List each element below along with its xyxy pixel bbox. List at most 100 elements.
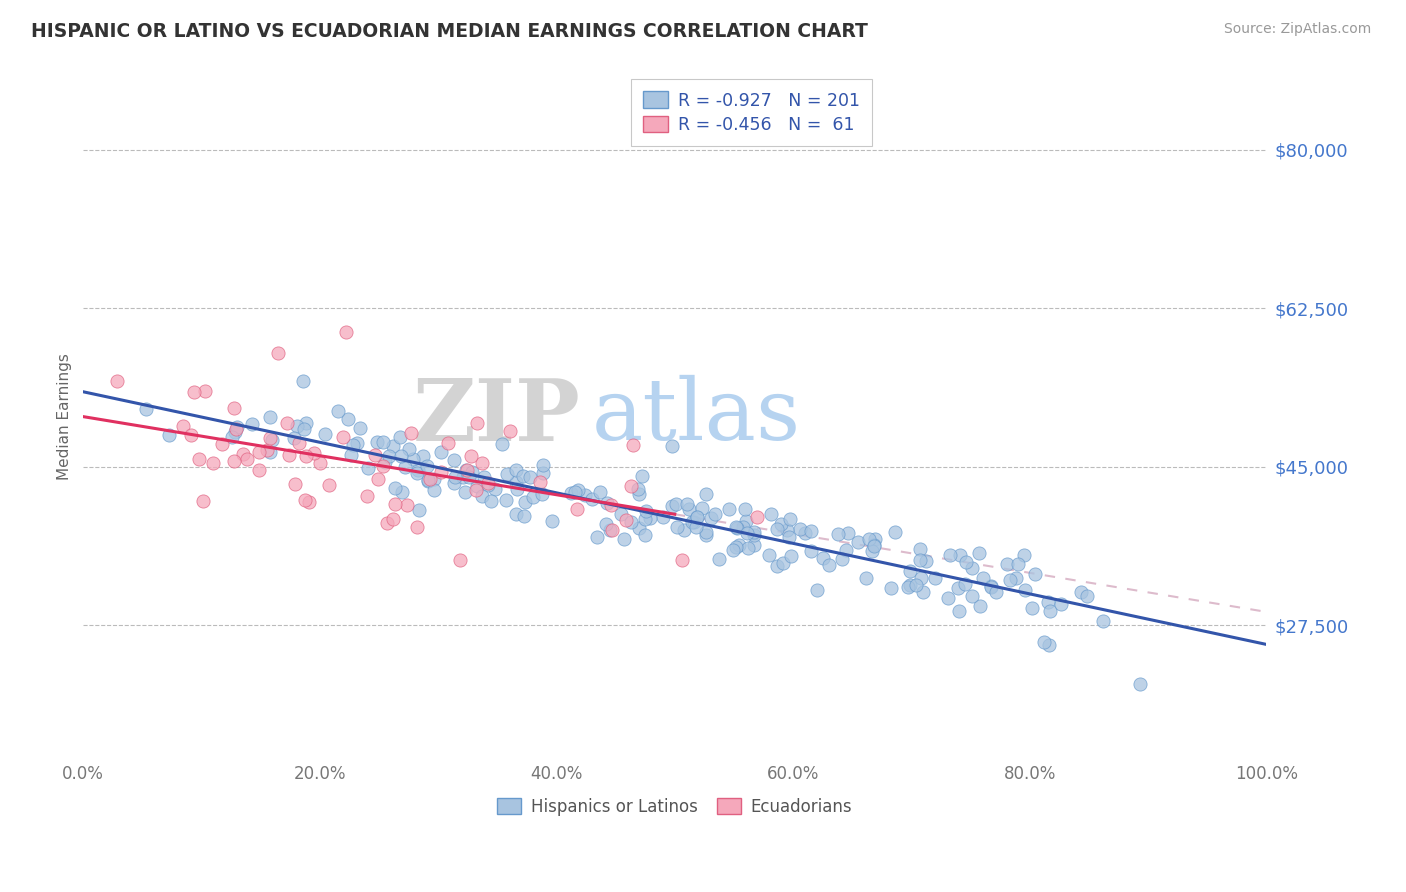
Point bbox=[423, 472, 446, 486]
Point bbox=[897, 580, 920, 594]
Point bbox=[225, 422, 247, 436]
Point bbox=[221, 430, 243, 444]
Point bbox=[765, 522, 787, 536]
Point bbox=[666, 520, 689, 534]
Point bbox=[616, 513, 638, 527]
Point bbox=[259, 445, 281, 459]
Point bbox=[382, 512, 405, 526]
Point bbox=[908, 552, 931, 566]
Point bbox=[224, 425, 246, 440]
Point bbox=[880, 581, 903, 595]
Text: ZIP: ZIP bbox=[412, 375, 581, 458]
Point bbox=[911, 584, 934, 599]
Point bbox=[735, 514, 758, 528]
Point bbox=[284, 477, 307, 491]
Point bbox=[725, 521, 748, 535]
Point bbox=[339, 448, 361, 462]
Point bbox=[1033, 635, 1056, 649]
Point bbox=[769, 517, 792, 532]
Point bbox=[1038, 638, 1060, 652]
Point bbox=[724, 540, 747, 554]
Point bbox=[240, 417, 263, 431]
Point bbox=[1014, 583, 1036, 598]
Point bbox=[298, 494, 321, 508]
Point bbox=[259, 431, 281, 445]
Point bbox=[292, 374, 315, 388]
Point bbox=[811, 551, 834, 566]
Point bbox=[375, 516, 398, 530]
Point bbox=[384, 481, 406, 495]
Point bbox=[915, 554, 938, 568]
Point bbox=[621, 438, 644, 452]
Point bbox=[513, 508, 536, 523]
Point bbox=[745, 510, 768, 524]
Point bbox=[318, 478, 340, 492]
Point bbox=[188, 452, 211, 467]
Point bbox=[595, 496, 617, 510]
Point bbox=[531, 487, 554, 501]
Point bbox=[734, 502, 756, 516]
Point bbox=[374, 455, 396, 469]
Point bbox=[1076, 589, 1098, 603]
Point bbox=[371, 458, 394, 473]
Point bbox=[522, 490, 544, 504]
Point bbox=[794, 526, 817, 541]
Point bbox=[222, 401, 245, 415]
Point bbox=[699, 511, 721, 525]
Point bbox=[454, 485, 477, 500]
Point bbox=[560, 485, 582, 500]
Point bbox=[737, 541, 759, 556]
Point bbox=[389, 449, 412, 463]
Point bbox=[1012, 548, 1035, 562]
Point bbox=[586, 531, 609, 545]
Point bbox=[183, 384, 205, 399]
Point bbox=[491, 437, 513, 451]
Point bbox=[1049, 598, 1071, 612]
Point bbox=[356, 489, 378, 503]
Point bbox=[461, 465, 484, 479]
Point bbox=[454, 463, 477, 477]
Point bbox=[863, 538, 886, 552]
Point bbox=[1070, 585, 1092, 599]
Point bbox=[703, 507, 725, 521]
Point bbox=[949, 548, 972, 562]
Point bbox=[460, 449, 482, 463]
Point bbox=[531, 458, 554, 472]
Point bbox=[678, 502, 700, 516]
Point bbox=[695, 487, 717, 501]
Point bbox=[800, 544, 823, 558]
Point bbox=[479, 494, 502, 508]
Point bbox=[443, 475, 465, 490]
Point bbox=[232, 447, 254, 461]
Point bbox=[172, 419, 194, 434]
Point bbox=[960, 561, 983, 575]
Point bbox=[948, 604, 970, 618]
Point bbox=[505, 463, 527, 477]
Point bbox=[437, 435, 460, 450]
Point bbox=[717, 502, 740, 516]
Point bbox=[1036, 595, 1059, 609]
Point bbox=[733, 520, 755, 534]
Point bbox=[367, 472, 389, 486]
Point bbox=[394, 459, 416, 474]
Point bbox=[661, 499, 683, 513]
Point bbox=[628, 521, 651, 535]
Point bbox=[458, 470, 481, 484]
Point bbox=[342, 438, 364, 452]
Point bbox=[519, 470, 541, 484]
Point bbox=[818, 558, 841, 573]
Point bbox=[1039, 604, 1062, 618]
Point bbox=[326, 404, 349, 418]
Point bbox=[406, 519, 429, 533]
Point bbox=[676, 497, 699, 511]
Point bbox=[665, 497, 688, 511]
Text: HISPANIC OR LATINO VS ECUADORIAN MEDIAN EARNINGS CORRELATION CHART: HISPANIC OR LATINO VS ECUADORIAN MEDIAN … bbox=[31, 22, 868, 41]
Point bbox=[416, 474, 439, 488]
Point bbox=[277, 448, 299, 462]
Point bbox=[619, 515, 641, 529]
Point bbox=[309, 456, 332, 470]
Point bbox=[201, 456, 224, 470]
Point bbox=[638, 510, 661, 524]
Point bbox=[529, 475, 551, 489]
Point bbox=[366, 435, 388, 450]
